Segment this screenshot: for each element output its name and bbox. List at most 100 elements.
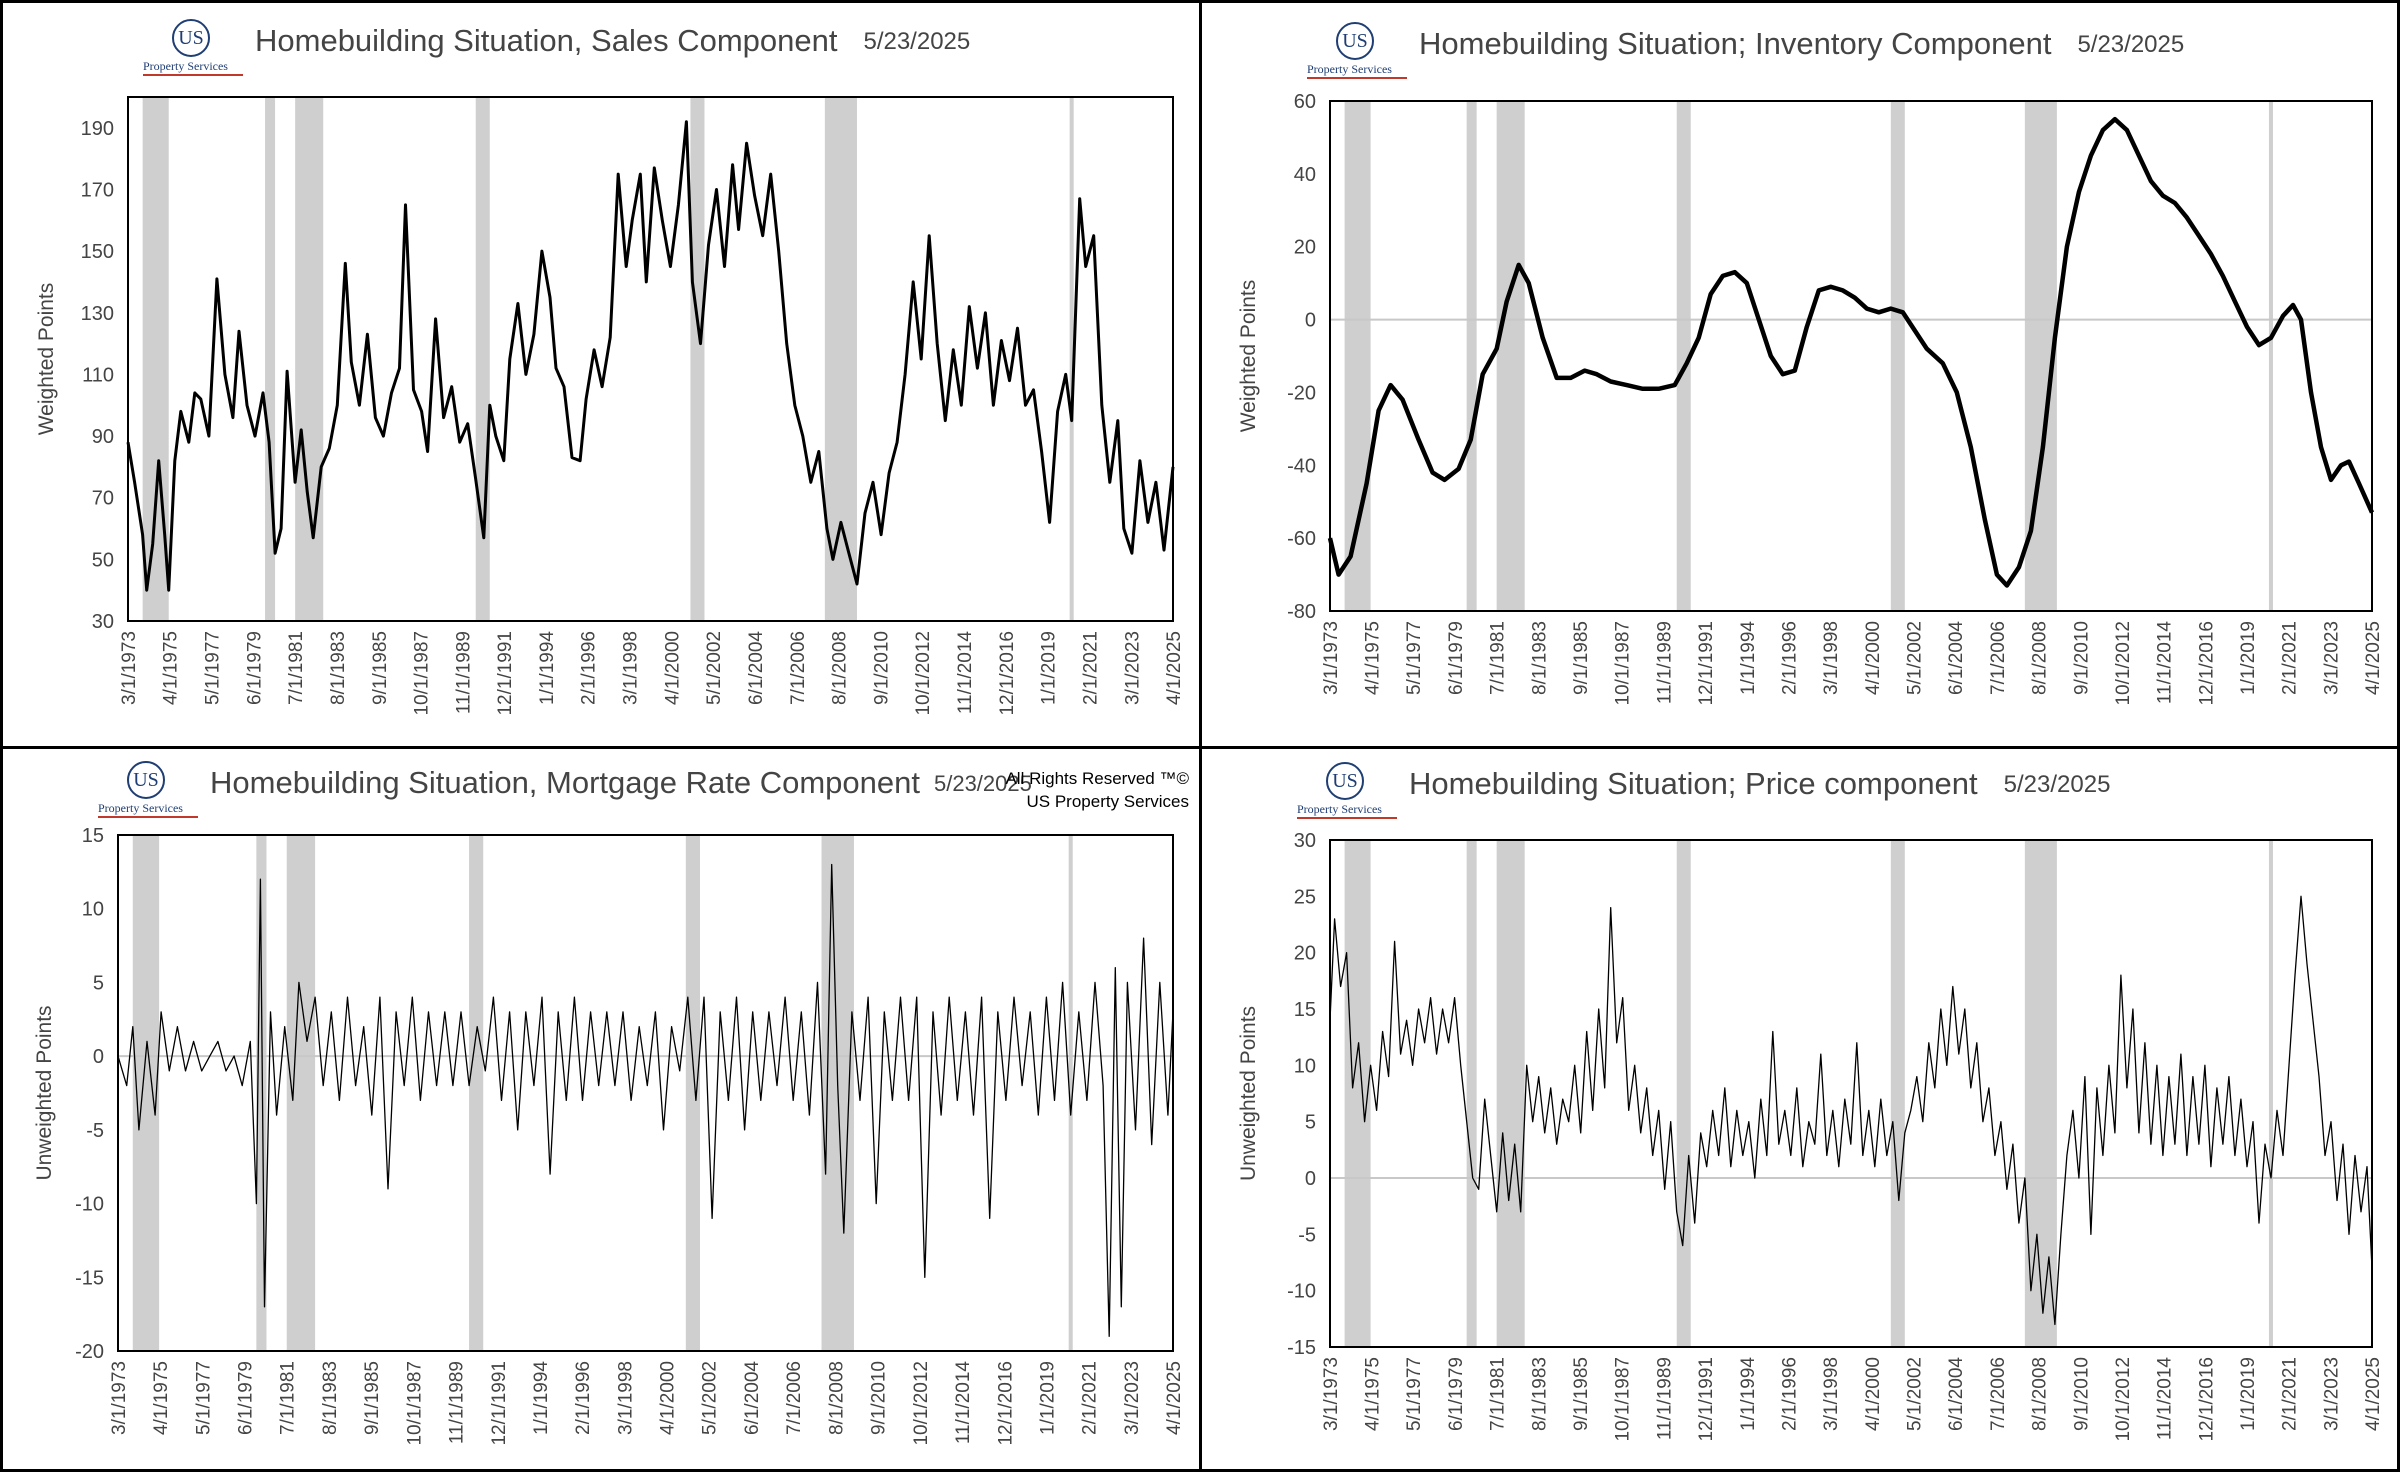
y-tick-label: 50: [92, 549, 114, 571]
y-tick-label: 0: [1305, 1168, 1316, 1190]
x-tick-label: 6/1/1979: [1446, 621, 1467, 695]
x-tick-label: 9/1/1985: [1571, 1357, 1592, 1431]
chart-header: US Property Services Homebuilding Situat…: [1297, 762, 2110, 820]
chart-title: Homebuilding Situation; Price component: [1409, 766, 1978, 801]
x-tick-label: 3/1/2023: [2321, 621, 2342, 695]
recession-band: [1676, 101, 1691, 611]
x-tick-label: 1/1/2019: [2238, 621, 2259, 695]
x-tick-label: 12/1/1991: [489, 1361, 510, 1446]
x-tick-label: 7/1/1981: [286, 631, 307, 705]
x-tick-label: 6/1/2004: [1946, 1357, 1967, 1431]
logo-name: Property Services: [143, 59, 228, 73]
recession-band: [1890, 840, 1905, 1347]
x-tick-label: 7/1/2006: [784, 1361, 805, 1435]
x-tick-label: 11/1/2014: [2155, 1357, 2176, 1441]
y-tick-label: 15: [82, 825, 104, 847]
sales-component-chart: 30 50 70 90 110 130 150 170 190 Weighted Points 3/…: [35, 96, 1185, 716]
mortgage-rate-component-panel: US Property Services Homebuilding Situat…: [3, 749, 1199, 1469]
logo-underline: [1297, 817, 1397, 819]
price-component-chart: -15 -10 -5 0 5 10 15 20 25 30 Unweighted Points 3/1…: [1237, 830, 2384, 1442]
series-line: [1327, 116, 2375, 588]
y-tick-label: 130: [81, 303, 114, 325]
x-tick-label: 11/1/2014: [2155, 621, 2176, 705]
chart-title: Homebuilding Situation; Inventory Compon…: [1419, 26, 2052, 61]
x-tick-label: 4/1/2025: [2363, 1357, 2384, 1431]
recession-band: [690, 97, 705, 621]
plot-area: [1329, 100, 2373, 612]
recession-band: [1496, 840, 1525, 1347]
x-tick-label: 8/1/2008: [2029, 1357, 2050, 1431]
x-tick-label: 9/1/1985: [370, 631, 391, 705]
inventory-component-panel: US Property Services Homebuilding Situat…: [1202, 3, 2397, 746]
x-tick-label: 3/1/2023: [1122, 631, 1143, 705]
x-tick-label: 8/1/2008: [2029, 621, 2050, 695]
x-tick-label: 7/1/2006: [1988, 1357, 2009, 1431]
x-tick-label: 9/1/2010: [2071, 1357, 2092, 1431]
x-tick-label: 11/1/1989: [446, 1361, 467, 1444]
y-tick-label: 150: [81, 241, 114, 263]
chart-header: US Property Services Homebuilding Situat…: [98, 761, 1032, 819]
x-tick-label: 2/1/2021: [1080, 1361, 1101, 1435]
recession-band: [1676, 840, 1691, 1347]
series-line: [1329, 895, 2373, 1326]
x-tick-label: 10/1/1987: [1613, 1357, 1634, 1442]
rights-line-2: US Property Services: [1026, 792, 1190, 811]
x-tick-label: 2/1/1996: [579, 631, 600, 705]
x-tick-label: 10/1/2012: [2113, 621, 2134, 706]
us-property-services-logo: US Property Services: [143, 19, 253, 77]
x-tick-label: 1/1/1994: [537, 631, 558, 705]
x-tick-label: 1/1/1994: [531, 1361, 552, 1435]
x-tick-label: 6/1/2004: [746, 631, 767, 705]
recession-band: [1466, 101, 1477, 611]
x-tick-label: 6/1/1979: [236, 1361, 257, 1435]
x-tick-label: 4/1/2000: [1863, 1357, 1884, 1431]
recession-band: [475, 97, 490, 621]
logo-mark: US: [127, 761, 165, 799]
x-tick-label: 5/1/1977: [1404, 1357, 1425, 1431]
x-tick-label: 9/1/2010: [869, 1361, 890, 1435]
x-tick-label: 4/1/1975: [151, 1361, 172, 1435]
x-tick-label: 10/1/1987: [412, 631, 433, 716]
y-axis-label: Unweighted Points: [33, 1005, 56, 1180]
x-tick-label: 4/1/2025: [1164, 631, 1185, 705]
logo-mark: US: [172, 19, 210, 57]
x-tick-label: 7/1/2006: [788, 631, 809, 705]
price-component-panel: US Property Services Homebuilding Situat…: [1202, 749, 2397, 1469]
chart-date: 5/23/2025: [2077, 31, 2185, 58]
y-tick-label: 0: [93, 1046, 104, 1068]
recession-band: [2024, 840, 2057, 1347]
logo-mark: US: [1336, 22, 1374, 60]
us-property-services-logo: US Property Services: [1297, 762, 1407, 820]
logo-name: Property Services: [1297, 802, 1382, 816]
x-tick-label: 12/1/1991: [1696, 621, 1717, 706]
x-tick-label: 7/1/1981: [1488, 1357, 1509, 1431]
x-tick-label: 4/1/1975: [161, 631, 182, 705]
x-tick-label: 12/1/2016: [2196, 621, 2217, 706]
x-tick-label: 1/1/2019: [1039, 631, 1060, 705]
x-tick-label: 9/1/1985: [362, 1361, 383, 1435]
recession-band: [1890, 101, 1905, 611]
x-tick-label: 3/1/1998: [1821, 1357, 1842, 1431]
y-tick-label: -80: [1287, 601, 1316, 623]
y-tick-label: 0: [1305, 310, 1316, 332]
y-tick-label: -60: [1287, 528, 1316, 550]
x-tick-label: 10/1/2012: [2113, 1357, 2134, 1442]
y-tick-label: 40: [1294, 164, 1316, 186]
x-tick-label: 5/1/2002: [1904, 621, 1925, 695]
chart-title: Homebuilding Situation, Mortgage Rate Co…: [210, 765, 920, 800]
y-axis-label: Weighted Points: [1237, 280, 1260, 433]
y-tick-label: -5: [1298, 1224, 1316, 1246]
y-tick-label: 190: [81, 118, 114, 140]
y-tick-label: -5: [86, 1120, 104, 1142]
x-tick-label: 10/1/2012: [913, 631, 934, 716]
x-tick-label: 9/1/1985: [1571, 621, 1592, 695]
chart-header: US Property Services Homebuilding Situat…: [143, 19, 970, 77]
x-tick-label: 6/1/2004: [742, 1361, 763, 1435]
recession-band: [1069, 97, 1074, 621]
recession-band: [265, 97, 276, 621]
x-tick-label: 5/1/2002: [700, 1361, 721, 1435]
y-tick-label: 20: [1294, 237, 1316, 259]
logo-name: Property Services: [1307, 62, 1392, 76]
x-tick-label: 9/1/2010: [2071, 621, 2092, 695]
x-tick-label: 4/1/2000: [658, 1361, 679, 1435]
